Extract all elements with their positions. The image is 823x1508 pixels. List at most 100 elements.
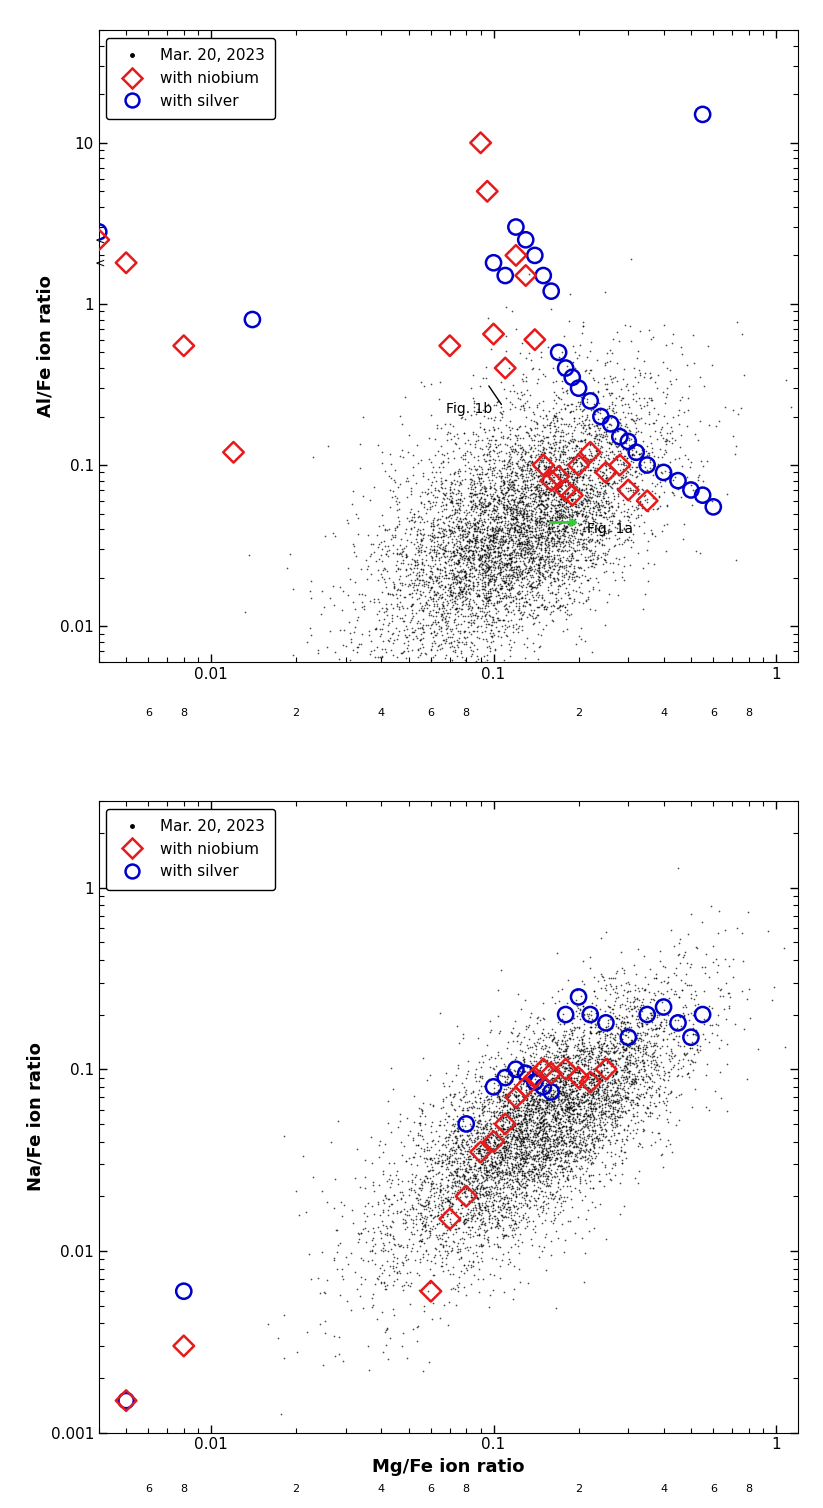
Point xyxy=(579,1158,593,1182)
Point xyxy=(532,584,546,608)
Point xyxy=(458,572,471,596)
Point xyxy=(455,1172,468,1196)
Point xyxy=(687,1042,700,1066)
Point xyxy=(559,1069,572,1093)
Point xyxy=(551,569,564,593)
Point xyxy=(529,517,542,541)
Point xyxy=(584,1062,597,1086)
Point xyxy=(433,1160,446,1184)
Point xyxy=(603,1086,616,1110)
Point xyxy=(507,1077,520,1101)
Point xyxy=(525,1128,538,1152)
Point xyxy=(626,991,639,1015)
Point xyxy=(616,1126,629,1151)
Point xyxy=(520,1142,533,1166)
Point xyxy=(587,1090,600,1114)
Point xyxy=(455,1193,468,1217)
Point xyxy=(584,1169,597,1193)
Point xyxy=(558,392,571,416)
Point xyxy=(535,1136,548,1160)
Point xyxy=(568,1092,581,1116)
Point xyxy=(462,520,475,544)
Point xyxy=(566,1089,579,1113)
Point xyxy=(617,544,630,569)
Point xyxy=(635,1012,649,1036)
Point xyxy=(523,1083,537,1107)
Point xyxy=(483,455,496,480)
Point xyxy=(597,421,611,445)
Point xyxy=(630,994,644,1018)
Point xyxy=(467,499,480,523)
Point xyxy=(529,1188,542,1212)
Point xyxy=(495,1113,508,1137)
Point xyxy=(470,1199,483,1223)
Point xyxy=(659,538,672,562)
Point xyxy=(410,556,423,581)
Point xyxy=(458,1167,471,1191)
Point xyxy=(558,1072,571,1096)
Point xyxy=(457,1152,470,1176)
Point xyxy=(741,1066,754,1090)
Point xyxy=(448,1081,461,1105)
Point xyxy=(570,632,583,656)
Point xyxy=(479,1155,492,1179)
Point xyxy=(565,519,579,543)
Point xyxy=(598,1069,611,1093)
Point xyxy=(642,1104,655,1128)
Point xyxy=(596,1047,609,1071)
Point xyxy=(568,356,581,380)
Point xyxy=(481,535,494,559)
Point xyxy=(639,1012,653,1036)
Point xyxy=(391,1160,404,1184)
Point xyxy=(429,1151,442,1175)
Point xyxy=(514,1120,528,1145)
Point xyxy=(526,535,539,559)
Point xyxy=(657,1068,670,1092)
Point xyxy=(579,1137,593,1161)
Point xyxy=(502,449,515,474)
Point xyxy=(416,567,429,591)
Point xyxy=(495,529,508,553)
Point xyxy=(504,489,518,513)
Point xyxy=(602,995,616,1019)
Point xyxy=(535,535,548,559)
Point xyxy=(611,552,625,576)
Point xyxy=(451,1181,464,1205)
Point xyxy=(630,389,643,413)
Point xyxy=(543,537,556,561)
Point xyxy=(555,1089,568,1113)
Point xyxy=(568,406,581,430)
Point xyxy=(498,1205,511,1229)
Point xyxy=(560,540,574,564)
Point xyxy=(552,1131,565,1155)
Point xyxy=(490,1114,503,1139)
Point xyxy=(601,1033,614,1057)
Point xyxy=(556,1160,570,1184)
Point xyxy=(504,1050,518,1074)
Point xyxy=(453,1167,466,1191)
Point xyxy=(522,1128,535,1152)
Point xyxy=(646,986,659,1010)
Point xyxy=(632,386,645,410)
Point xyxy=(593,1068,606,1092)
Point xyxy=(510,1151,523,1175)
Point xyxy=(553,1039,566,1063)
Point xyxy=(519,345,532,369)
Point xyxy=(586,1068,599,1092)
Point xyxy=(622,505,635,529)
Point xyxy=(411,567,424,591)
Point xyxy=(495,1197,508,1221)
Point xyxy=(425,612,438,636)
Point xyxy=(540,1191,553,1215)
Point xyxy=(477,1206,490,1231)
Point xyxy=(580,535,593,559)
Point xyxy=(500,463,514,487)
Point xyxy=(532,1111,545,1136)
Point xyxy=(556,517,570,541)
Point xyxy=(601,1036,614,1060)
Point xyxy=(597,1122,610,1146)
Point xyxy=(481,572,495,596)
Point xyxy=(613,546,626,570)
Point xyxy=(473,504,486,528)
Point xyxy=(463,561,477,585)
